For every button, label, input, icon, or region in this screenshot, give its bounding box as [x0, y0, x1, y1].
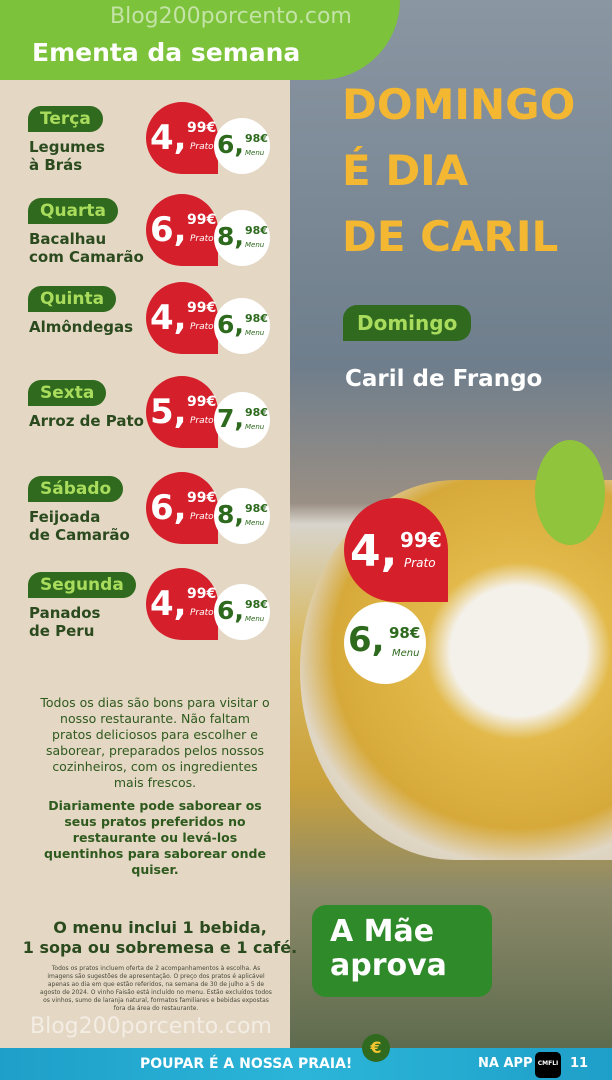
menu-price-int: 8,	[217, 500, 244, 529]
menu-price-int: 6,	[217, 596, 244, 625]
dish-line-1: Panados	[29, 604, 101, 622]
menu-label: Menu	[245, 423, 265, 431]
menu-price-dec: 98€	[245, 132, 268, 145]
feature-day-tag: Domingo	[343, 305, 472, 341]
menu-price: 7, 98€ Menu	[214, 392, 270, 448]
dish-line-1: Arroz de Pato	[29, 412, 144, 430]
feature-headline: DOMINGO É DIA DE CARIL	[342, 72, 575, 270]
page-title: Ementa da semana	[32, 38, 301, 67]
feature-prato-price: 4, 99€ Prato	[344, 498, 448, 602]
intro-bold-text: Diariamente pode saborear os seus pratos…	[44, 798, 266, 877]
prato-price: 4, 99€ Prato	[146, 282, 218, 354]
dish-name: Bacalhau com Camarão	[29, 230, 144, 266]
day-tag: Segunda	[28, 572, 136, 598]
menu-includes-line-1: O menu inclui 1 bebida,	[53, 918, 267, 937]
menu-price: 8, 98€ Menu	[214, 210, 270, 266]
badge-line-1: A Mãe	[330, 914, 435, 949]
dish-name: Panados de Peru	[29, 604, 100, 640]
prato-price-int: 4,	[150, 584, 187, 624]
menu-price: 8, 98€ Menu	[214, 488, 270, 544]
watermark: Blog200porcento.com	[110, 4, 352, 29]
menu-price-int: 6,	[217, 130, 244, 159]
menu-price: 6, 98€ Menu	[214, 584, 270, 640]
prato-price-dec: 99€	[187, 120, 217, 136]
menu-label: Menu	[245, 149, 265, 157]
dish-line-1: Bacalhau	[29, 230, 107, 248]
menu-label: Menu	[245, 615, 265, 623]
prato-price-int: 6,	[150, 488, 187, 528]
footer-slogan: POUPAR É A NOSSA PRAIA!	[140, 1056, 353, 1072]
menu-label: Menu	[245, 519, 265, 527]
header-banner: Ementa da semana	[0, 0, 400, 80]
prato-price-dec: 99€	[187, 212, 217, 228]
dish-name: Almôndegas	[29, 318, 133, 336]
prato-price-dec: 99€	[187, 394, 217, 410]
dish-name: Arroz de Pato	[29, 412, 144, 430]
prato-label: Prato	[190, 512, 214, 522]
menu-price: 6, 98€ Menu	[214, 118, 270, 174]
menu-price-dec: 98€	[245, 406, 268, 419]
prato-price-dec: 99€	[187, 586, 217, 602]
prato-label: Prato	[190, 142, 214, 152]
menu-label: Menu	[245, 241, 265, 249]
day-tag: Quinta	[28, 286, 117, 312]
menu-price-dec: 98€	[245, 224, 268, 237]
prato-price-int: 5,	[150, 392, 187, 432]
footer-bar: POUPAR É A NOSSA PRAIA! € NA APP CMFLI 1…	[0, 1034, 612, 1080]
app-logo-icon[interactable]: CMFLI	[535, 1052, 561, 1078]
menu-includes-line-2: 1 sopa ou sobremesa e 1 café.	[22, 938, 298, 957]
prato-label: Prato	[190, 416, 214, 426]
day-tag: Terça	[28, 106, 103, 132]
prato-price: 6, 99€ Prato	[146, 472, 218, 544]
dish-name: Legumes à Brás	[29, 138, 105, 174]
watermark: Blog200porcento.com	[30, 1014, 272, 1039]
prato-label: Prato	[190, 322, 214, 332]
prato-price-int: 6,	[150, 210, 187, 250]
feature-dish-name: Caril de Frango	[345, 366, 543, 392]
dish-line-2: à Brás	[29, 156, 83, 174]
menu-includes: O menu inclui 1 bebida, 1 sopa ou sobrem…	[20, 918, 300, 958]
fine-print: Todos os pratos incluem oferta de 2 acom…	[40, 965, 272, 1012]
dish-line-1: Feijoada	[29, 508, 101, 526]
dish-line-1: Almôndegas	[29, 318, 134, 336]
page-number: 11	[570, 1056, 589, 1071]
dish-line-1: Legumes	[29, 138, 105, 156]
euro-icon: €	[362, 1034, 390, 1062]
menu-price-int: 8,	[217, 222, 244, 251]
mae-aprova-badge: A Mãe aprova	[312, 905, 492, 997]
feature-menu-price: 6, 98€ Menu	[344, 602, 426, 684]
headline-line-3: DE CARIL	[342, 212, 559, 261]
prato-price-dec: 99€	[187, 300, 217, 316]
prato-price-int: 4,	[150, 298, 187, 338]
prato-price-int: 4,	[150, 118, 187, 158]
menu-label: Menu	[245, 329, 265, 337]
prato-label: Prato	[190, 234, 214, 244]
menu-price-int: 7,	[217, 404, 244, 433]
dish-line-2: de Camarão	[29, 526, 130, 544]
prato-price: 4, 99€ Prato	[146, 102, 218, 174]
day-tag: Quarta	[28, 198, 119, 224]
prato-price-dec: 99€	[187, 490, 217, 506]
menu-price: 6, 98€ Menu	[214, 298, 270, 354]
lime-image	[535, 440, 605, 545]
prato-price: 5, 99€ Prato	[146, 376, 218, 448]
prato-price: 4, 99€ Prato	[146, 568, 218, 640]
menu-price-int: 6,	[217, 310, 244, 339]
headline-line-2: É DIA	[342, 146, 469, 195]
dish-name: Feijoada de Camarão	[29, 508, 130, 544]
menu-price-dec: 98€	[245, 598, 268, 611]
dish-line-2: com Camarão	[29, 248, 144, 266]
dish-line-2: de Peru	[29, 622, 95, 640]
badge-line-2: aprova	[330, 948, 447, 983]
menu-price-dec: 98€	[245, 312, 268, 325]
menu-price-dec: 98€	[245, 502, 268, 515]
prato-label: Prato	[190, 608, 214, 618]
headline-line-1: DOMINGO	[342, 80, 576, 129]
day-tag: Sexta	[28, 380, 107, 406]
intro-text: Todos os dias são bons para visitar o no…	[40, 695, 270, 790]
prato-price: 6, 99€ Prato	[146, 194, 218, 266]
footer-app-text: NA APP	[478, 1056, 533, 1071]
day-tag: Sábado	[28, 476, 124, 502]
